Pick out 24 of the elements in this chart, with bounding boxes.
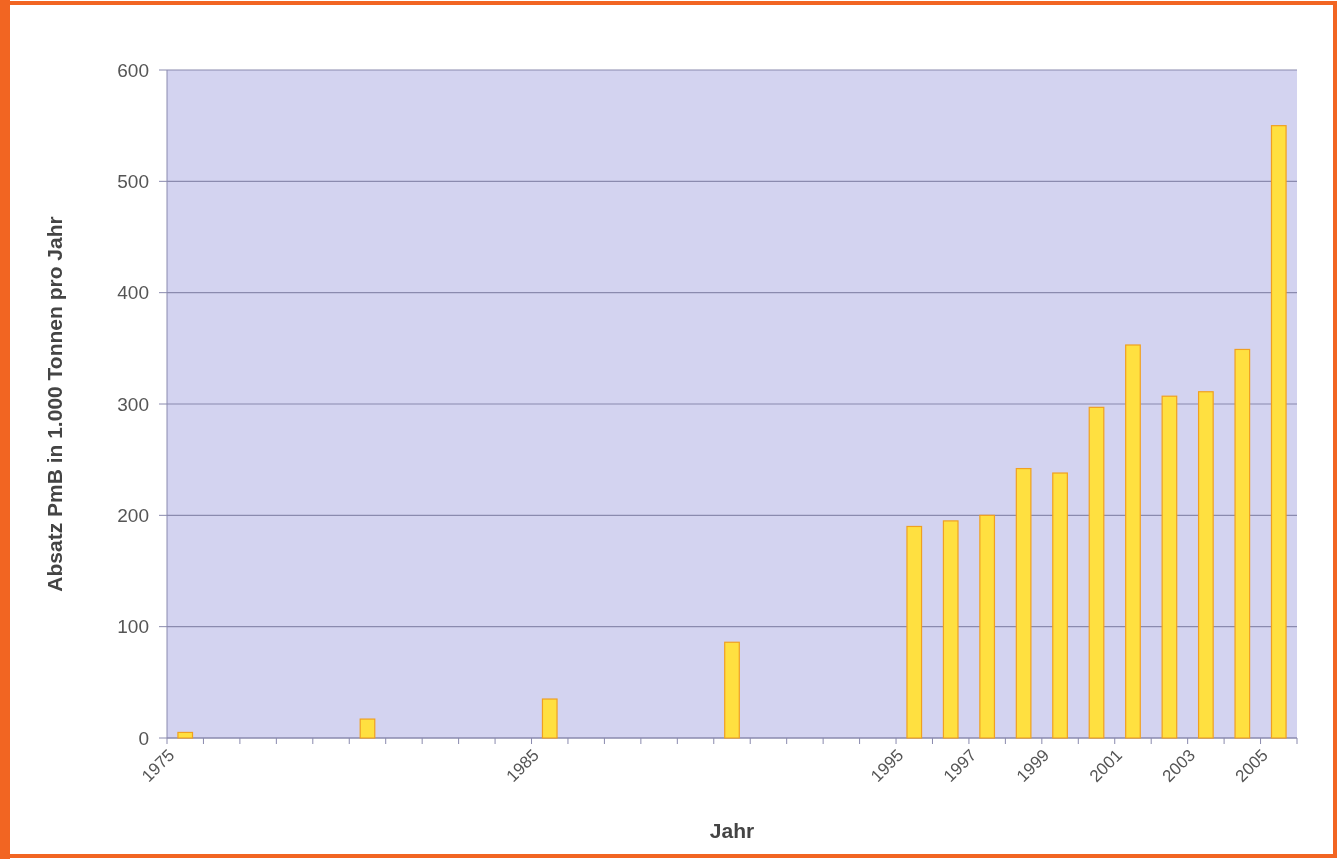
bar [177, 731, 194, 739]
y-tick-label: 400 [117, 282, 149, 304]
y-tick-label: 300 [117, 393, 149, 415]
bar [1234, 348, 1251, 739]
y-tick-label: 600 [117, 59, 149, 81]
x-axis-title: Jahr [709, 819, 755, 842]
y-tick-label: 100 [117, 616, 149, 638]
y-tick-label: 0 [138, 727, 149, 749]
bar [906, 525, 923, 739]
bar [359, 718, 376, 739]
bar [1052, 472, 1068, 739]
bar [1270, 125, 1287, 739]
bar [1125, 344, 1141, 739]
y-tick-label: 200 [117, 504, 149, 526]
y-tick-label: 500 [117, 170, 149, 192]
bar [979, 514, 996, 739]
y-axis-title: Absatz PmB in 1.000 Tonnen pro Jahr [43, 216, 66, 592]
bar [1161, 395, 1178, 739]
bar [1197, 391, 1214, 739]
bar [541, 698, 558, 739]
bar [724, 641, 740, 739]
bar [1015, 467, 1032, 739]
bar [1088, 406, 1105, 739]
bar [942, 520, 959, 739]
